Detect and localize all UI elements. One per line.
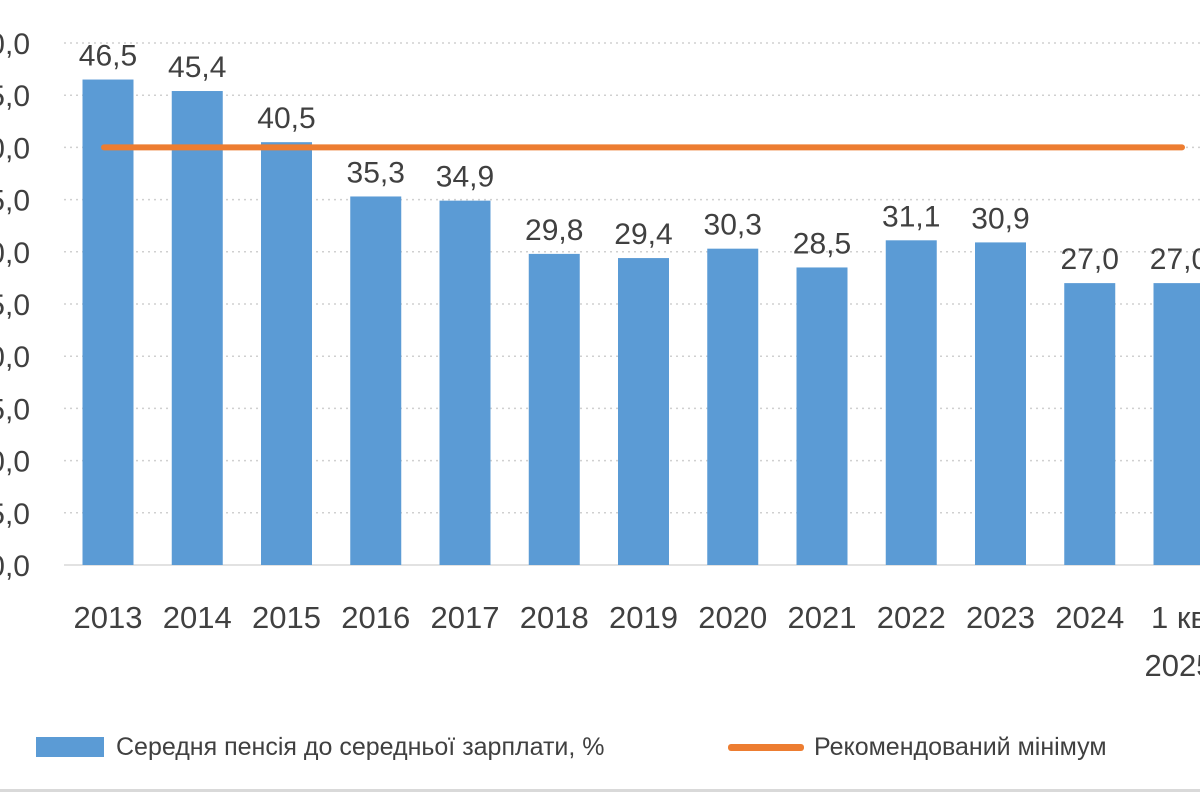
bar bbox=[261, 142, 312, 565]
x-tick-label: 2017 bbox=[431, 600, 500, 635]
bar bbox=[439, 200, 491, 566]
x-tick-label: 2024 bbox=[1055, 600, 1124, 635]
legend-label-line: Рекомендований мінімум bbox=[814, 732, 1107, 761]
x-tick-label: 1 кв bbox=[1151, 600, 1200, 635]
bar bbox=[528, 253, 580, 565]
bar bbox=[618, 258, 669, 565]
x-tick-label: 2018 bbox=[520, 600, 589, 635]
x-tick-label: 2013 bbox=[74, 600, 143, 635]
bar bbox=[350, 196, 402, 565]
x-tick-label: 2023 bbox=[966, 600, 1035, 635]
y-tick-label: 10,0 bbox=[0, 446, 30, 479]
y-tick-label: 30,0 bbox=[0, 237, 30, 270]
plot-area: 0,0 5,0 10,0 15,0 20,0 25,0 30,0 35,0 40,0 45,0 50… bbox=[0, 28, 1200, 683]
data-label: 31,1 bbox=[882, 200, 940, 233]
data-label: 34,9 bbox=[436, 161, 494, 194]
bar bbox=[796, 267, 848, 565]
legend-swatch-bars bbox=[36, 737, 104, 757]
y-tick-label: 5,0 bbox=[0, 498, 30, 531]
data-label: 27,0 bbox=[1150, 243, 1200, 276]
y-tick-label: 40,0 bbox=[0, 132, 30, 165]
y-tick-label: 0,0 bbox=[0, 550, 30, 583]
data-label: 40,5 bbox=[257, 102, 315, 135]
y-tick-label: 25,0 bbox=[0, 289, 30, 322]
bar bbox=[171, 91, 223, 566]
y-tick-label: 20,0 bbox=[0, 341, 30, 374]
data-label: 29,8 bbox=[525, 214, 583, 247]
data-label: 45,4 bbox=[168, 51, 226, 84]
x-tick-label: 2019 bbox=[609, 600, 678, 635]
data-label: 30,9 bbox=[971, 202, 1029, 235]
data-label: 29,4 bbox=[614, 218, 672, 251]
bar bbox=[975, 242, 1026, 566]
data-label: 30,3 bbox=[704, 209, 762, 242]
x-tick-label: 2021 bbox=[788, 600, 857, 635]
bar bbox=[1153, 283, 1200, 565]
data-label: 27,0 bbox=[1061, 243, 1119, 276]
legend-item-line: Рекомендований мінімум bbox=[728, 722, 1107, 772]
x-tick-label: 2014 bbox=[163, 600, 232, 635]
x-tick-label: 2020 bbox=[698, 600, 767, 635]
data-label: 35,3 bbox=[347, 156, 405, 189]
data-label: 46,5 bbox=[79, 40, 137, 73]
legend-item-bars: Середня пенсія до середньої зарплати, % bbox=[36, 722, 604, 772]
x-tick-label: 2015 bbox=[252, 600, 321, 635]
x-tick-label: 2022 bbox=[877, 600, 946, 635]
bar bbox=[1064, 283, 1116, 565]
y-tick-label: 15,0 bbox=[0, 393, 30, 426]
x-tick-label: 2016 bbox=[341, 600, 410, 635]
data-label: 28,5 bbox=[793, 227, 851, 260]
x-tick-label: 2025 bbox=[1145, 648, 1200, 683]
legend-swatch-line bbox=[728, 743, 804, 751]
y-tick-label: 50,0 bbox=[0, 28, 30, 61]
y-tick-label: 35,0 bbox=[0, 185, 30, 218]
bottom-rule bbox=[0, 789, 1200, 792]
legend: Середня пенсія до середньої зарплати, % … bbox=[0, 722, 1200, 772]
legend-label-bars: Середня пенсія до середньої зарплати, % bbox=[116, 732, 605, 761]
bar bbox=[707, 248, 759, 565]
bar bbox=[82, 79, 134, 565]
y-tick-label: 45,0 bbox=[0, 80, 30, 113]
bar bbox=[885, 240, 937, 566]
